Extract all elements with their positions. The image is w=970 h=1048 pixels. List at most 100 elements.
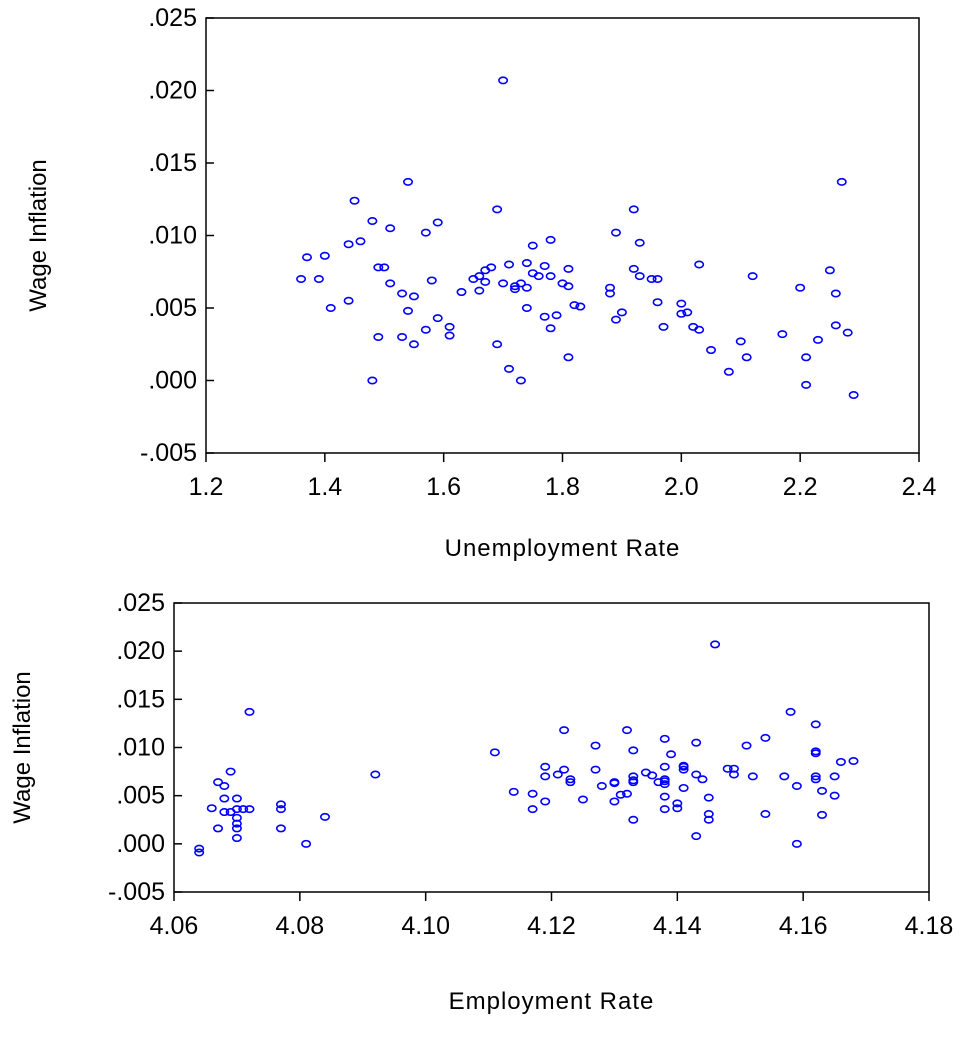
y-tick-label: -.005 [140,439,197,467]
x-tick-label: 4.12 [527,912,576,940]
y-tick-label: .000 [116,830,165,858]
data-point [741,353,752,362]
data-point [509,285,520,294]
y-axis-title: Wage Inflation [25,159,52,312]
data-point [710,640,721,649]
data-point [824,266,835,275]
y-tick-label: .020 [116,637,165,665]
data-point [565,778,576,787]
data-point [810,775,821,784]
data-point [231,794,242,803]
data-point [590,765,601,774]
data-point [194,848,205,857]
data-point [521,283,532,292]
data-point [678,783,689,792]
data-point [540,772,551,781]
data-point [498,279,509,288]
data-point [563,264,574,273]
data-point [817,810,828,819]
data-point [628,264,639,273]
data-point [545,235,556,244]
data-point [206,804,217,813]
data-point [621,789,632,798]
data-point [219,782,230,791]
x-tick-label: 4.18 [905,912,954,940]
data-point [539,261,550,270]
data-point [694,325,705,334]
data-point [676,299,687,308]
data-point [628,205,639,214]
data-point [533,272,544,281]
x-tick-label: 4.06 [150,912,199,940]
data-point [830,289,841,298]
data-point [539,312,550,321]
data-point [426,276,437,285]
data-point [596,782,607,791]
data-point [569,301,580,310]
data-point [489,748,500,757]
data-point [225,767,236,776]
data-point [521,259,532,268]
x-tick-label: 1.8 [545,473,580,501]
data-point [420,325,431,334]
data-point [658,322,669,331]
x-tick-label: 1.2 [189,473,224,501]
data-point [836,177,847,186]
data-point [373,332,384,341]
data-point [760,809,771,818]
data-point [697,775,708,784]
data-point [652,298,663,307]
data-point [634,272,645,281]
data-point [559,726,570,735]
y-tick-label: .025 [148,4,197,32]
data-point [666,750,677,759]
data-point [848,390,859,399]
data-point [791,782,802,791]
data-point [609,797,620,806]
data-point [397,332,408,341]
data-point [703,793,714,802]
data-point [829,772,840,781]
data-point [676,309,687,318]
data-point [540,797,551,806]
data-point [628,815,639,824]
data-point [231,819,242,828]
data-point [835,757,846,766]
data-point [367,376,378,385]
data-point [355,237,366,246]
data-point [795,283,806,292]
data-point [801,380,812,389]
data-point [777,330,788,339]
x-tick-label: 4.10 [401,912,450,940]
data-point [659,780,670,789]
x-axis-title: Employment Rate [449,988,655,1015]
data-point [420,228,431,237]
data-point [319,812,330,821]
data-point [678,765,689,774]
data-point [343,240,354,249]
data-point [403,177,414,186]
data-point [616,308,627,317]
y-tick-label: .020 [148,77,197,105]
data-point [480,277,491,286]
data-point [540,762,551,771]
data-point [515,279,526,288]
data-point [486,263,497,272]
data-point [609,779,620,788]
data-point [302,253,313,262]
data-point [659,762,670,771]
data-point [373,263,384,272]
data-point [545,324,556,333]
data-point [275,800,286,809]
data-point [219,794,230,803]
data-point [508,787,519,796]
data-point [659,792,670,801]
data-point [628,778,639,787]
data-point [370,770,381,779]
data-point [194,844,205,853]
data-point [504,260,515,269]
data-point [444,322,455,331]
chart-2: -.005 .000 .005 .010 .015 .020 .025 4.06 4.08 4.1… [9,589,953,1015]
